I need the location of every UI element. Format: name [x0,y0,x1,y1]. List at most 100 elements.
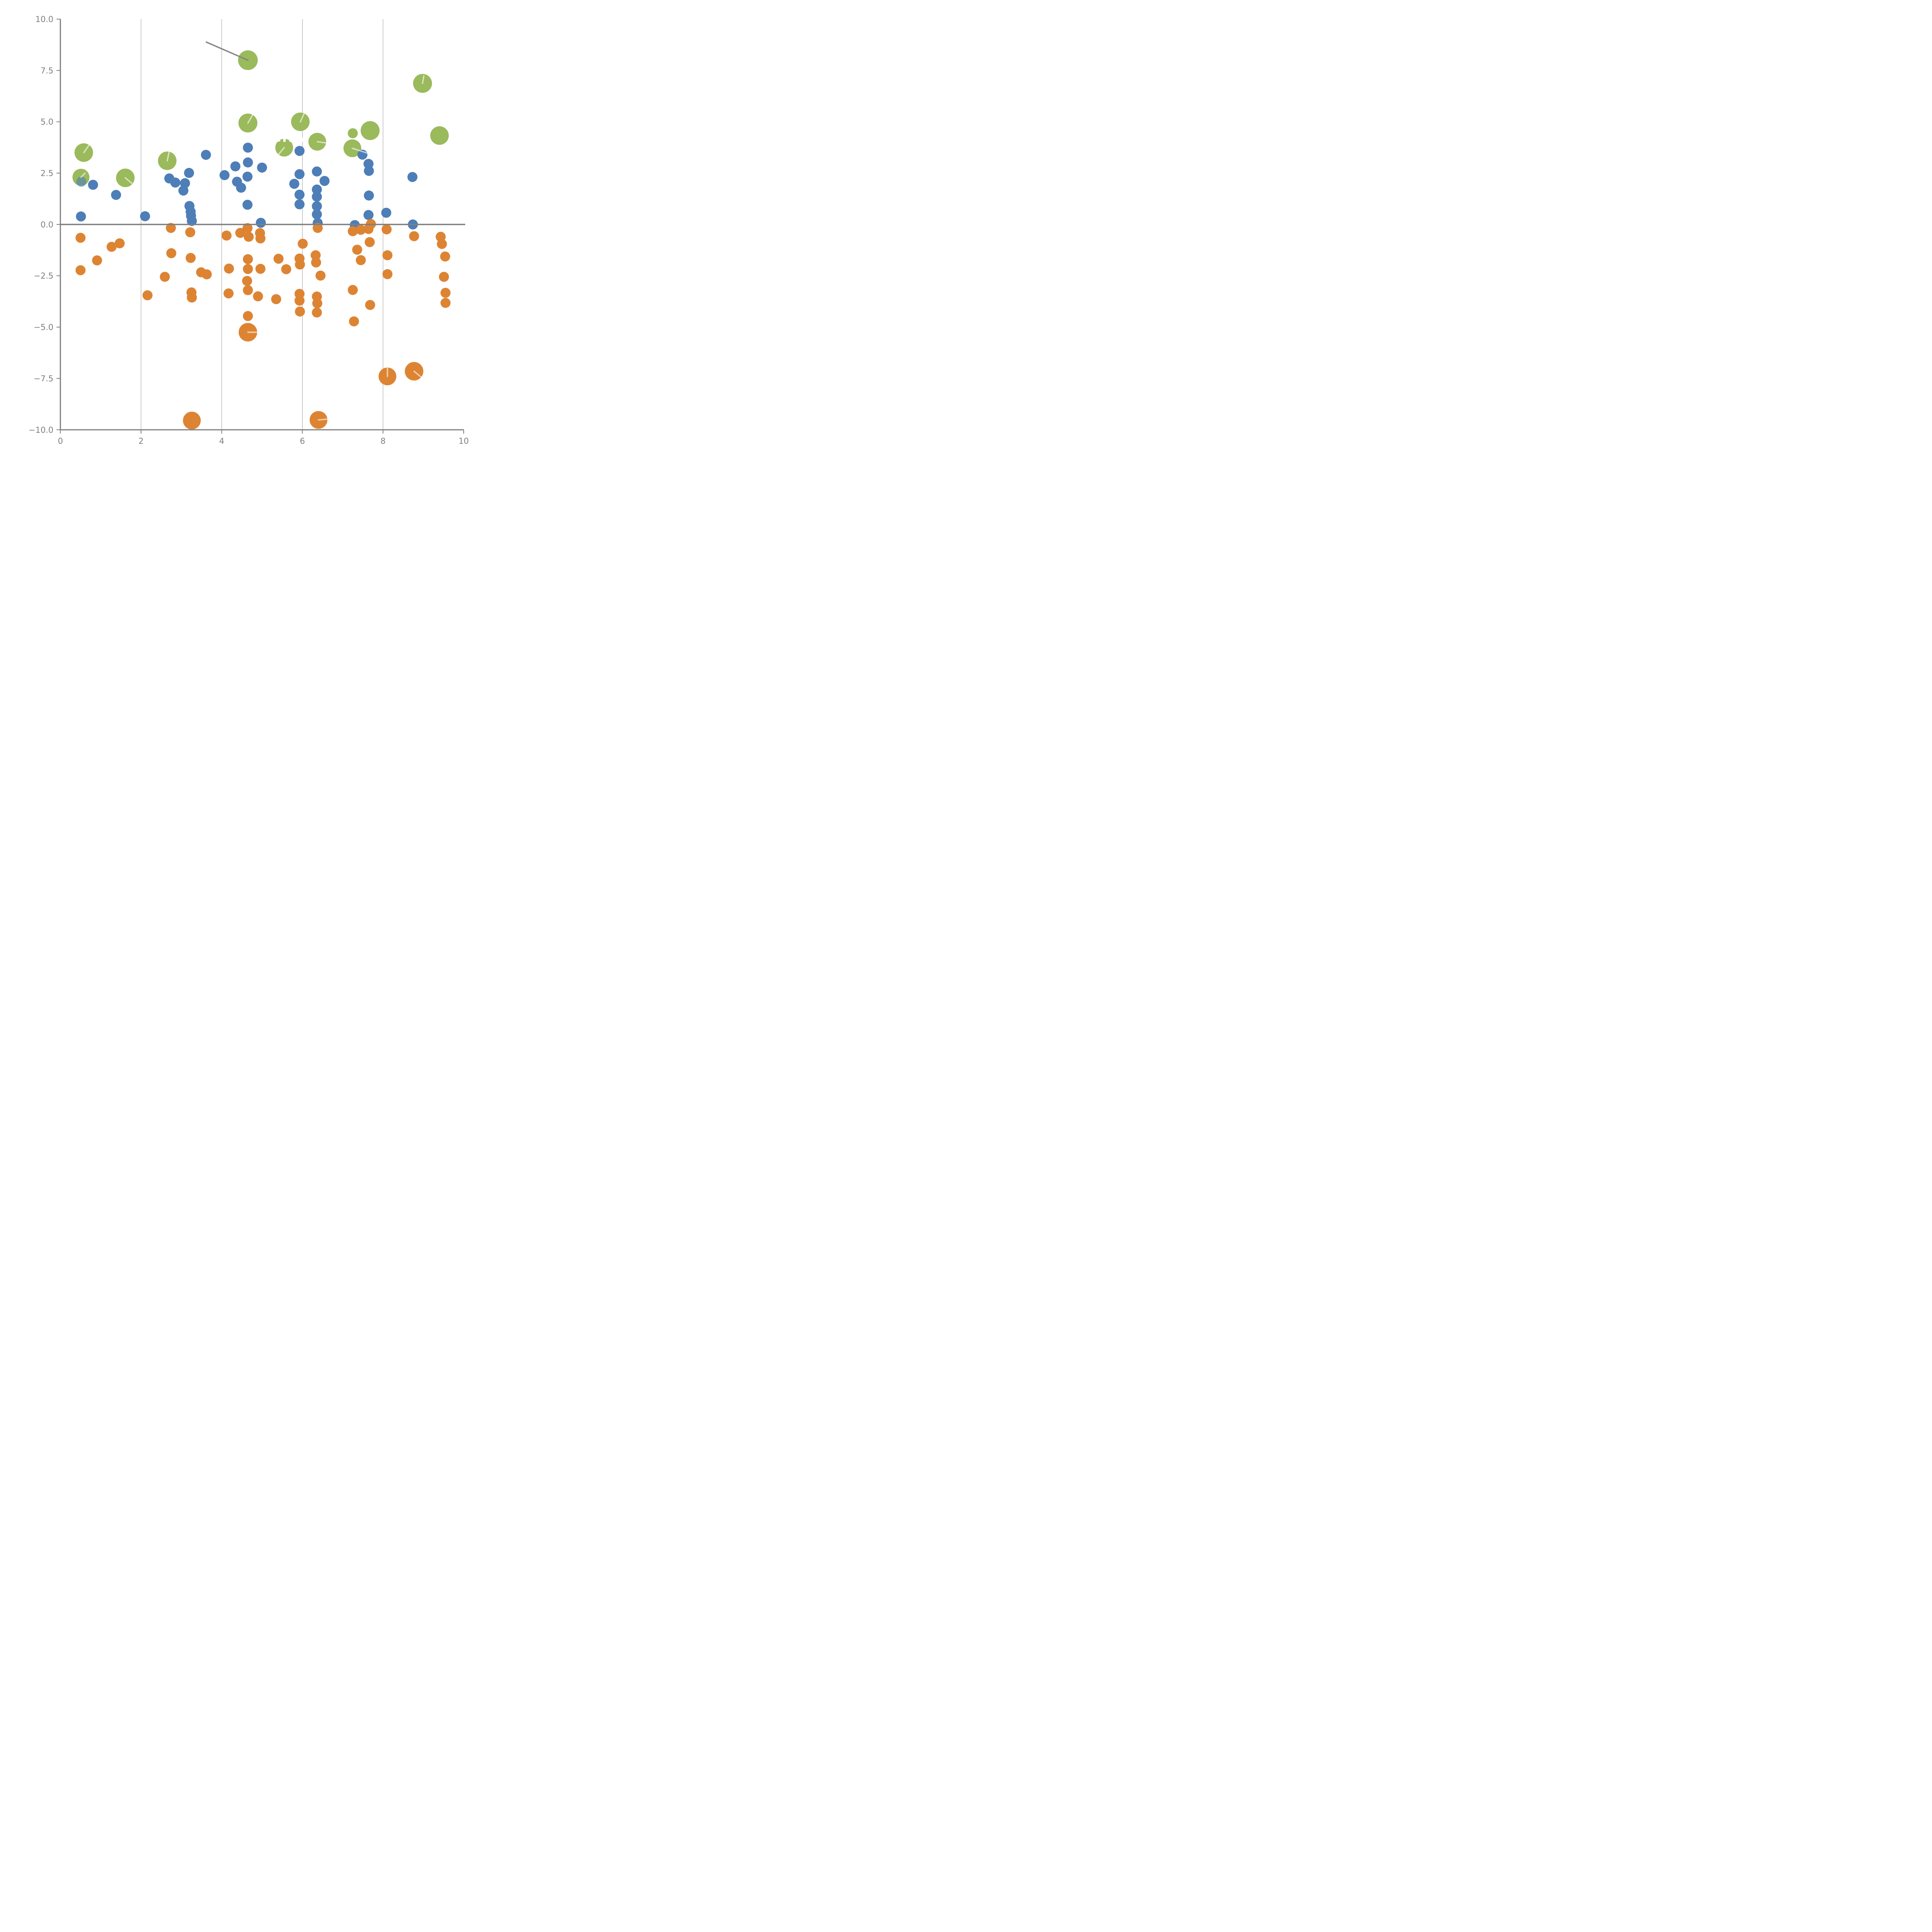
blue-dot[interactable] [312,201,322,211]
orange-dot[interactable] [312,307,322,318]
orange-dot[interactable] [439,272,449,282]
orange-dot[interactable] [223,288,234,299]
orange-dot[interactable] [253,291,263,301]
orange-dot[interactable] [106,242,117,252]
blue-dot[interactable] [187,216,197,226]
orange-dot[interactable] [142,290,153,301]
blue-dot[interactable] [407,172,418,182]
orange-dot[interactable] [348,226,358,236]
blue-dot[interactable] [242,172,253,182]
blue-dot[interactable] [364,166,374,176]
orange-dot[interactable] [382,250,393,260]
blue-dot[interactable] [289,179,299,189]
orange-dot[interactable] [271,294,281,304]
orange-dot[interactable] [440,251,450,262]
series-orange-dots[interactable] [75,219,451,430]
orange-dot[interactable] [294,296,305,306]
blue-dot[interactable] [312,192,322,202]
blue-dot[interactable] [219,170,230,180]
blue-dot[interactable] [381,207,391,218]
blue-dot[interactable] [184,168,194,178]
blue-dot[interactable] [312,184,322,195]
orange-dot[interactable] [185,253,196,263]
orange-dot[interactable] [166,248,177,259]
orange-dot[interactable] [310,250,321,260]
blue-dot[interactable] [170,177,180,188]
orange-dot[interactable] [355,255,366,265]
blue-dot[interactable] [363,210,374,220]
orange-dot[interactable] [221,230,232,241]
orange-dot[interactable] [243,285,253,295]
blue-dot[interactable] [257,162,267,173]
orange-dot[interactable] [114,238,125,248]
orange-dot[interactable] [243,231,254,242]
orange-dot[interactable] [202,269,212,279]
blue-dot[interactable] [312,166,322,177]
orange-dot[interactable] [255,264,265,274]
orange-dot[interactable] [160,272,170,282]
blue-dot[interactable] [140,211,150,221]
orange-dot[interactable] [243,311,253,321]
blue-dot[interactable] [294,146,305,156]
x-tick-label: 6 [300,436,305,446]
blue-dot[interactable] [201,150,211,160]
orange-dot[interactable] [348,285,358,295]
orange-dot[interactable] [166,223,176,233]
orange-dot[interactable] [75,265,86,276]
blue-dot[interactable] [230,161,241,172]
orange-dot[interactable] [235,228,245,238]
orange-dot[interactable] [224,264,234,274]
orange-dot[interactable] [295,259,305,270]
orange-dot[interactable] [92,255,102,265]
orange-dot[interactable] [365,300,375,310]
orange-dot[interactable] [381,224,392,235]
blue-dot[interactable] [364,190,374,201]
blue-dot[interactable] [236,182,246,193]
orange-dot[interactable] [311,257,321,268]
blue-dot[interactable] [243,157,253,168]
orange-dot[interactable] [382,269,393,279]
orange-dot[interactable] [440,298,451,308]
orange-dot[interactable] [185,227,196,238]
orange-dot[interactable] [242,223,253,233]
blue-dot[interactable] [319,176,330,186]
green-bubble[interactable] [361,121,380,140]
blue-dot[interactable] [312,209,322,219]
orange-dot[interactable] [187,293,197,303]
orange-dot[interactable] [243,254,253,264]
orange-dot[interactable] [355,224,366,235]
orange-dot[interactable] [352,245,362,255]
orange-dot[interactable] [315,270,326,281]
orange-dot[interactable] [409,231,419,242]
blue-dot[interactable] [256,218,266,228]
x-axis-tick-labels: 0 2 4 6 8 10 [58,436,469,446]
green-bubble[interactable] [430,126,449,145]
blue-dot[interactable] [243,143,253,153]
blue-dot[interactable] [294,189,305,200]
orange-dot[interactable] [243,264,253,274]
orange-dot[interactable] [273,253,284,264]
blue-dot[interactable] [111,190,121,200]
blue-dot[interactable] [294,199,305,209]
orange-dot[interactable] [281,264,291,274]
orange-dot[interactable] [440,287,451,298]
blue-dot[interactable] [294,169,305,179]
orange-dot[interactable] [183,412,201,430]
orange-dot[interactable] [295,306,305,317]
orange-dot[interactable] [349,316,359,327]
orange-dot[interactable] [242,276,252,286]
blue-dot[interactable] [242,199,253,210]
green-bubble[interactable] [348,128,358,138]
blue-dot[interactable] [88,180,98,190]
orange-dot[interactable] [313,223,323,233]
blue-dot[interactable] [180,178,190,189]
orange-dot[interactable] [255,233,265,243]
orange-dot[interactable] [75,233,86,243]
blue-dot[interactable] [76,177,87,187]
blue-dot[interactable] [76,211,86,222]
series-blue-dots[interactable] [76,143,418,230]
orange-dot[interactable] [437,239,447,249]
orange-dot[interactable] [298,238,308,249]
orange-dot[interactable] [312,298,323,308]
orange-dot[interactable] [364,237,375,247]
